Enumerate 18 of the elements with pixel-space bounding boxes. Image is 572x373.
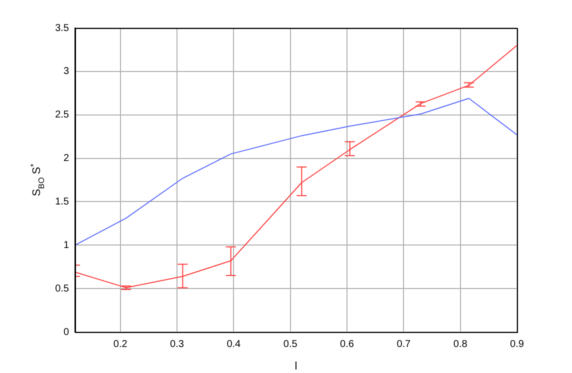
y-tick-label: 2	[63, 153, 70, 164]
x-tick-label: 0.5	[283, 338, 298, 350]
x-tick-label: 0.2	[113, 338, 128, 350]
y-axis-title: SBO S*	[29, 164, 46, 196]
x-tick-label: 0.7	[396, 338, 412, 350]
y-tick-label: 1	[63, 240, 70, 251]
y-tick-label: 0	[63, 326, 70, 338]
x-tick-label: 0.6	[340, 338, 354, 350]
x-tick-label: 0.8	[453, 338, 468, 350]
y-tick-label: 2.5	[55, 110, 70, 121]
y-tick-label: 1.5	[55, 196, 70, 208]
x-tick-label: 0.9	[510, 338, 524, 350]
y-tick-label: 3.5	[55, 22, 70, 34]
x-axis-title: l	[294, 360, 298, 372]
x-tick-label: 0.3	[170, 338, 184, 350]
y-tick-label: 3	[63, 66, 70, 78]
x-tick-label: 0.4	[226, 338, 242, 350]
y-tick-label: 0.5	[55, 283, 70, 294]
